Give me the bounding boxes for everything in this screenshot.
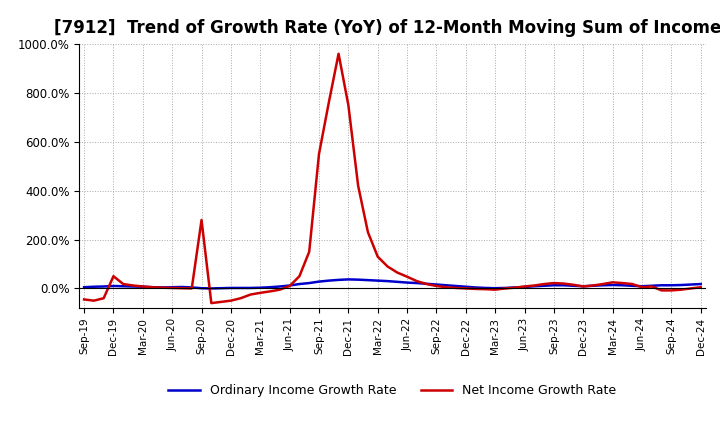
Net Income Growth Rate — [491, 287, 500, 292]
Ordinary Income Growth Rate — [158, 285, 167, 290]
Line: Ordinary Income Growth Rate: Ordinary Income Growth Rate — [84, 279, 701, 289]
Line: Net Income Growth Rate: Net Income Growth Rate — [84, 54, 701, 303]
Ordinary Income Growth Rate — [500, 285, 509, 290]
Net Income Growth Rate — [80, 297, 89, 302]
Ordinary Income Growth Rate — [354, 277, 362, 282]
Net Income Growth Rate — [442, 285, 451, 290]
Net Income Growth Rate — [696, 285, 705, 290]
Ordinary Income Growth Rate — [207, 286, 216, 291]
Net Income Growth Rate — [354, 183, 362, 188]
Title: [7912]  Trend of Growth Rate (YoY) of 12-Month Moving Sum of Incomes: [7912] Trend of Growth Rate (YoY) of 12-… — [54, 19, 720, 37]
Ordinary Income Growth Rate — [442, 282, 451, 288]
Ordinary Income Growth Rate — [344, 277, 353, 282]
Net Income Growth Rate — [158, 285, 167, 290]
Ordinary Income Growth Rate — [80, 285, 89, 290]
Net Income Growth Rate — [402, 274, 411, 279]
Ordinary Income Growth Rate — [696, 282, 705, 287]
Net Income Growth Rate — [500, 286, 509, 291]
Legend: Ordinary Income Growth Rate, Net Income Growth Rate: Ordinary Income Growth Rate, Net Income … — [163, 379, 621, 402]
Ordinary Income Growth Rate — [491, 286, 500, 291]
Net Income Growth Rate — [334, 51, 343, 56]
Ordinary Income Growth Rate — [402, 280, 411, 285]
Net Income Growth Rate — [207, 301, 216, 306]
